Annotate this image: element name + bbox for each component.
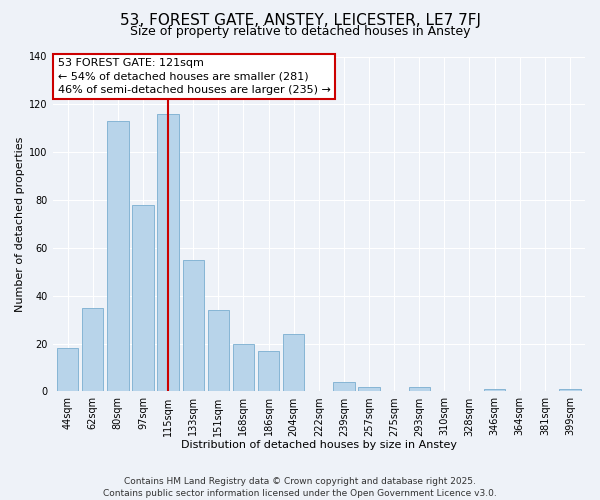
Bar — [107, 121, 128, 392]
Bar — [233, 344, 254, 392]
Bar — [182, 260, 204, 392]
Bar — [57, 348, 78, 392]
Text: 53, FOREST GATE, ANSTEY, LEICESTER, LE7 7FJ: 53, FOREST GATE, ANSTEY, LEICESTER, LE7 … — [119, 12, 481, 28]
X-axis label: Distribution of detached houses by size in Anstey: Distribution of detached houses by size … — [181, 440, 457, 450]
Bar — [258, 351, 279, 392]
Bar — [82, 308, 103, 392]
Bar — [283, 334, 304, 392]
Bar — [208, 310, 229, 392]
Bar — [333, 382, 355, 392]
Bar — [157, 114, 179, 392]
Text: Size of property relative to detached houses in Anstey: Size of property relative to detached ho… — [130, 25, 470, 38]
Bar — [358, 386, 380, 392]
Bar — [484, 389, 505, 392]
Bar — [409, 386, 430, 392]
Text: 53 FOREST GATE: 121sqm
← 54% of detached houses are smaller (281)
46% of semi-de: 53 FOREST GATE: 121sqm ← 54% of detached… — [58, 58, 331, 94]
Y-axis label: Number of detached properties: Number of detached properties — [15, 136, 25, 312]
Bar — [559, 389, 581, 392]
Text: Contains HM Land Registry data © Crown copyright and database right 2025.
Contai: Contains HM Land Registry data © Crown c… — [103, 476, 497, 498]
Bar — [132, 205, 154, 392]
